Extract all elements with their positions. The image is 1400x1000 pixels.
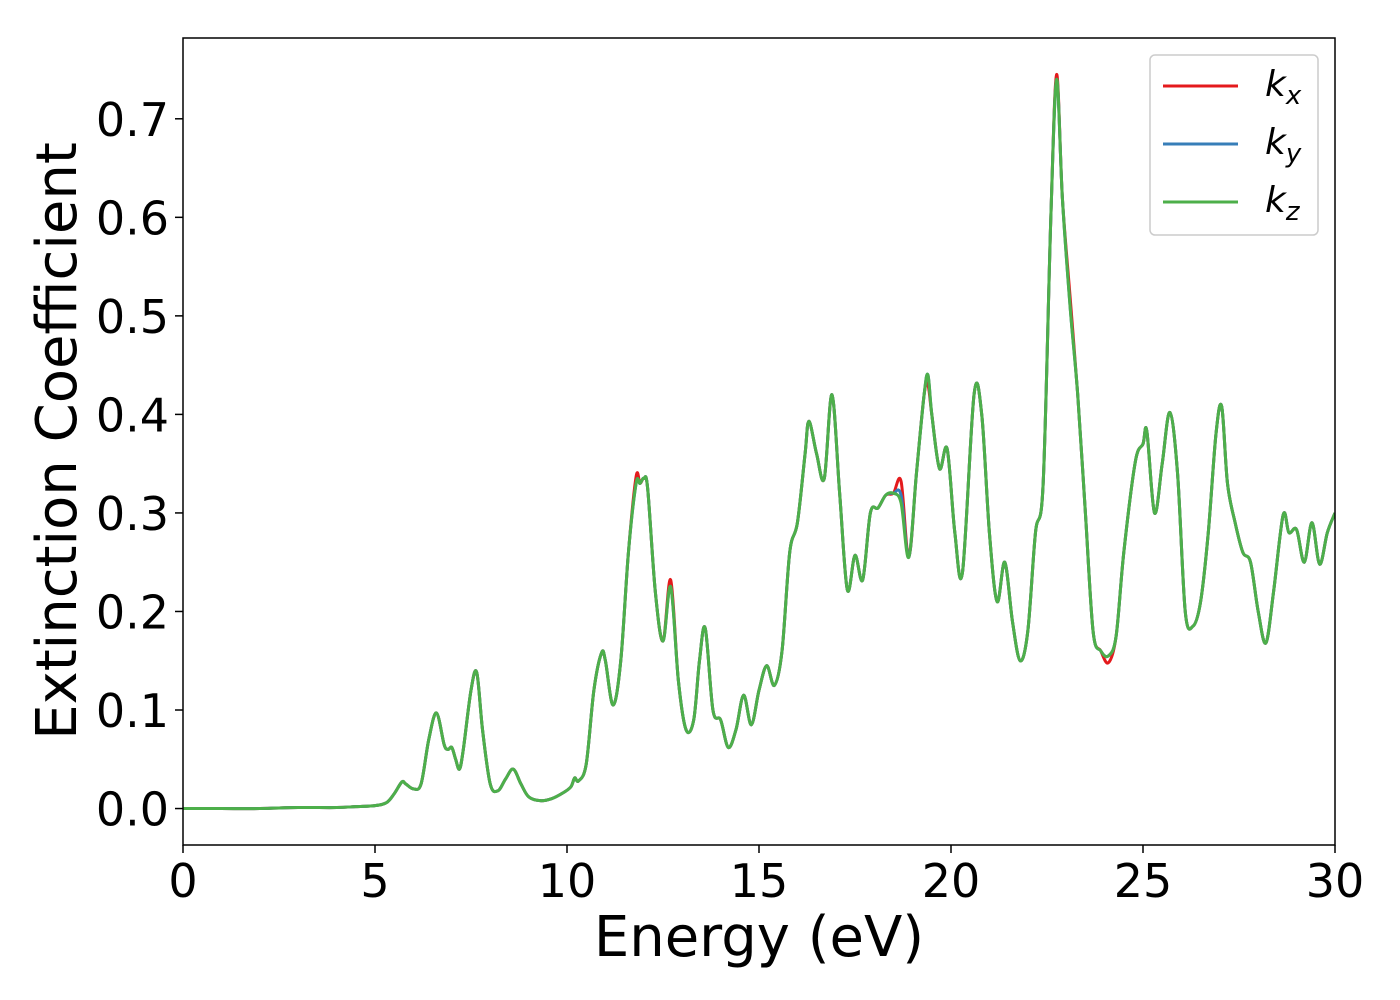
y-tick-label: 0.5: [96, 290, 169, 344]
x-axis-label: Energy (eV): [594, 905, 924, 970]
x-tick-label: 25: [1114, 854, 1173, 908]
plot-frame: [182, 37, 1336, 846]
y-tick-label: 0.7: [96, 93, 169, 147]
legend-label: kz: [1265, 180, 1301, 227]
y-tick-label: 0.6: [96, 191, 169, 245]
y-tick-label: 0.1: [96, 684, 169, 738]
y-tick-label: 0.2: [96, 585, 169, 639]
x-tick-label: 5: [360, 854, 389, 908]
x-tick-label: 10: [538, 854, 597, 908]
x-tick-label: 30: [1306, 854, 1365, 908]
x-tick-label: 20: [922, 854, 981, 908]
y-tick-label: 0.3: [96, 487, 169, 541]
x-tick-label: 15: [730, 854, 789, 908]
y-tick-label: 0.0: [96, 783, 169, 837]
x-tick-label: 0: [168, 854, 197, 908]
legend-label: ky: [1265, 122, 1302, 169]
y-tick-label: 0.4: [96, 388, 169, 442]
plot: [183, 72, 1335, 811]
legend-label: kx: [1265, 64, 1302, 111]
y-axis-label: Extinction Coefficient: [25, 142, 90, 740]
line-series: [183, 77, 1335, 811]
